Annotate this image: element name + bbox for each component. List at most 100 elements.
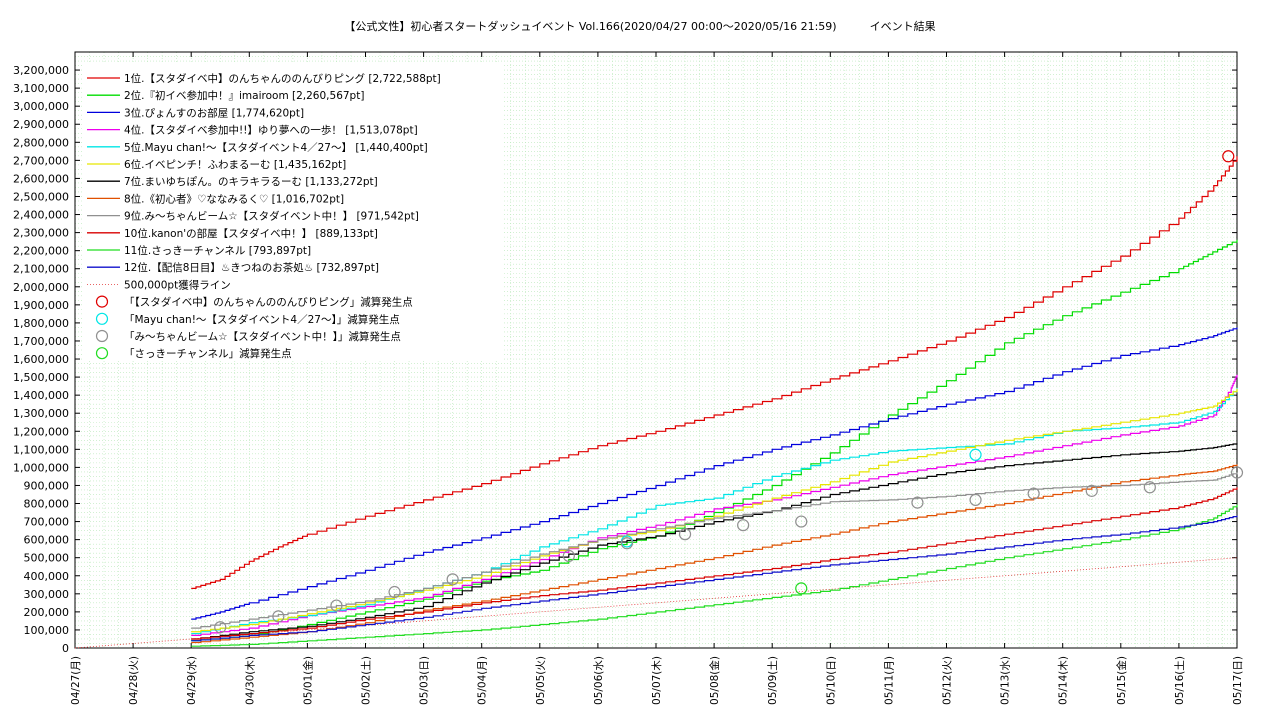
legend-label: 6位.イベピンチ！ふわまるーむ [1,435,162pt] <box>124 158 346 171</box>
marker-point-3 <box>214 621 227 634</box>
y-tick-label: 1,500,000 <box>13 371 69 384</box>
marker-point-1 <box>1222 150 1235 163</box>
legend-label: 「Mayu chan!～【スタダイベント4／27～】」減算発生点 <box>124 313 400 326</box>
x-tick-label: 05/05(火) <box>535 656 547 705</box>
legend-label: 12位.【配信8日目】♨きつねのお茶処♨ [732,897pt] <box>124 261 379 274</box>
x-tick-label: 05/12(火) <box>942 656 954 705</box>
x-tick-label: 05/11(月) <box>883 656 895 705</box>
y-tick-label: 1,900,000 <box>13 299 69 312</box>
threshold-line <box>74 557 1238 649</box>
series-layer <box>191 156 1238 647</box>
x-tick-label: 05/03(日) <box>419 656 431 705</box>
series-line-12 <box>191 515 1238 642</box>
legend-label: 2位.『初イベ参加中！』imairoom [2,260,567pt] <box>124 89 364 102</box>
marker-point-4 <box>795 582 808 595</box>
y-tick-label: 2,300,000 <box>13 227 69 240</box>
y-tick-label: 3,200,000 <box>13 64 69 77</box>
x-tick-label: 05/14(木) <box>1058 656 1070 705</box>
y-tick-label: 2,600,000 <box>13 172 69 185</box>
legend-marker <box>95 295 109 308</box>
y-tick-label: 2,000,000 <box>13 281 69 294</box>
series-line-1 <box>191 156 1238 589</box>
series-line-8 <box>191 464 1238 644</box>
marker-point-3 <box>737 519 750 532</box>
y-tick-label: 2,100,000 <box>13 263 69 276</box>
x-tick-label: 04/29(水) <box>186 656 198 705</box>
x-tick-label: 05/04(月) <box>477 656 489 705</box>
y-tick-label: 1,200,000 <box>13 425 69 438</box>
y-tick-label: 900,000 <box>24 479 70 492</box>
marker-point-3 <box>620 537 634 550</box>
y-tick-label: 100,000 <box>24 624 70 637</box>
legend-label: 3位.ぴょんすのお部屋 [1,774,620pt] <box>124 106 304 119</box>
x-tick-label: 04/28(火) <box>128 656 140 705</box>
x-tick-label: 05/16(土) <box>1173 656 1186 705</box>
y-tick-label: 600,000 <box>24 534 70 547</box>
y-tick-label: 3,000,000 <box>13 100 69 113</box>
series-line-2 <box>191 239 1238 642</box>
marker-point-3 <box>1143 481 1156 494</box>
y-tick-label: 2,400,000 <box>13 209 69 222</box>
legend-label: 10位.kanon'の部屋【スタダイベ中！】 [889,133pt] <box>124 227 378 240</box>
legend-label: 「さっきーチャンネル」減算発生点 <box>124 347 292 360</box>
y-tick-label: 2,200,000 <box>13 245 69 258</box>
y-tick-label: 1,800,000 <box>13 317 69 330</box>
marker-layer <box>214 150 1244 634</box>
y-tick-label: 1,100,000 <box>13 443 69 456</box>
legend-label: 5位.Mayu chan!～【スタダイベント4／27～】 [1,440,400p… <box>124 141 428 154</box>
marker-point-3 <box>330 599 343 612</box>
marker-point-2 <box>969 448 982 461</box>
y-tick-label: 1,300,000 <box>13 407 69 420</box>
y-tick-label: 300,000 <box>24 588 70 601</box>
marker-point-3 <box>678 528 692 541</box>
y-tick-label: 1,700,000 <box>13 335 69 348</box>
x-tick-label: 05/17(日) <box>1232 656 1244 705</box>
marker-point-3 <box>446 573 459 586</box>
y-tick-label: 400,000 <box>24 570 70 583</box>
legend-label: 「み～ちゃんビーム☆【スタダイベント中！】」減算発生点 <box>124 330 401 343</box>
y-tick-label: 500,000 <box>24 552 70 565</box>
y-tick-label: 0 <box>62 642 69 655</box>
legend-label: 「【スタダイベ中】のんちゃんののんびりピング」減算発生点 <box>124 296 413 309</box>
y-tick-label: 2,500,000 <box>13 190 69 203</box>
x-tick-label: 04/30(木) <box>244 656 256 705</box>
y-tick-label: 1,600,000 <box>13 353 69 366</box>
x-tick-label: 05/01(金) <box>301 656 314 705</box>
legend-box <box>82 64 502 360</box>
y-tick-label: 2,900,000 <box>13 118 69 131</box>
marker-point-3 <box>795 515 808 528</box>
x-tick-label: 04/27(月) <box>70 656 82 705</box>
threshold-layer <box>74 557 1238 649</box>
axes: 0 100,000 200,000 300,000 400,000 500,000 600,… <box>13 51 1244 705</box>
chart-title: 【公式文性】初心者スタートダッシュイベント Vol.166(2020/04/27… <box>344 20 936 33</box>
legend: 1位.【スタダイベ中】のんちゃんののんびりピング [2,722,588pt] 2位… <box>82 64 502 360</box>
x-tick-label: 05/06(水) <box>593 656 605 705</box>
legend-label: 7位.まいゆちぽん。のキラキラるーむ [1,133,272pt] <box>124 175 378 188</box>
y-tick-label: 1,000,000 <box>13 461 69 474</box>
legend-label: 4位.【スタダイベ参加中!!】ゆり夢への一歩！ [1,513,078pt] <box>124 124 418 137</box>
y-tick-label: 2,800,000 <box>13 136 69 149</box>
marker-point-3 <box>272 610 285 623</box>
marker-point-3 <box>911 496 924 509</box>
x-tick-label: 05/08(金) <box>708 656 721 705</box>
y-tick-label: 700,000 <box>24 516 70 529</box>
marker-point-3 <box>1027 487 1040 500</box>
x-tick-label: 05/15(金) <box>1115 656 1128 705</box>
legend-marker <box>95 329 109 343</box>
series-line-7 <box>191 443 1238 640</box>
series-line-10 <box>191 487 1238 640</box>
marker-point-3 <box>1230 466 1244 479</box>
marker-point-3 <box>969 493 982 507</box>
legend-label: 11位.さっきーチャンネル [793,897pt] <box>124 244 311 257</box>
x-tick-label: 05/07(木) <box>651 656 663 705</box>
marker-point-3 <box>562 549 575 562</box>
legend-label: 500,000pt獲得ライン <box>124 278 231 291</box>
legend-marker <box>95 312 109 325</box>
y-tick-label: 1,400,000 <box>13 389 69 402</box>
y-tick-label: 800,000 <box>24 498 70 511</box>
marker-point-3 <box>388 585 401 599</box>
legend-label: 9位.み～ちゃんビーム☆【スタダイベント中！】 [971,542pt] <box>124 210 419 223</box>
x-tick-label: 05/10(日) <box>825 656 837 705</box>
x-tick-label: 05/09(土) <box>766 656 779 705</box>
